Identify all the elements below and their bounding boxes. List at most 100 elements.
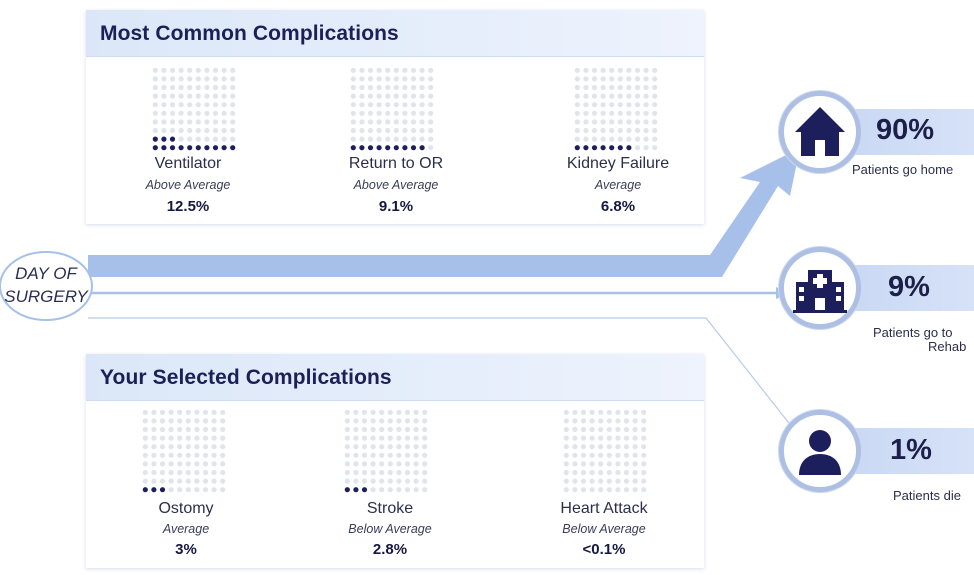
risk-dot-empty [168,444,174,450]
risk-dot-empty [221,119,227,125]
risk-dot-empty [177,469,183,476]
risk-dot-empty [370,444,376,450]
risk-dot-empty [185,487,191,493]
risk-dot-empty [583,67,589,73]
risk-dot-empty [370,487,376,493]
risk-dot-empty [177,444,183,450]
risk-dot-empty [387,452,393,458]
risk-dot-empty [600,136,606,142]
risk-dot-empty [185,426,191,433]
risk-dot-filled [419,145,425,151]
risk-dot-empty [609,67,615,73]
risk-dot-empty [202,487,209,493]
risk-dot-filled [230,145,236,151]
risk-dot-empty [572,461,578,467]
risk-dot-empty [142,452,148,458]
risk-dot-empty [413,469,419,476]
outcome-rehab-box: 9% [848,265,974,311]
risk-dot-empty [632,444,638,450]
risk-dot-empty [159,444,166,450]
outcome-line1: Patients die [893,488,961,503]
risk-dot-empty [344,426,350,433]
risk-dot-empty [211,435,217,441]
risk-dot-empty [413,461,419,467]
risk-dot-empty [185,478,191,484]
risk-dot-empty [221,84,227,91]
risk-dot-empty [142,418,148,424]
risk-dot-empty [615,418,621,424]
risk-dot-empty [353,469,359,476]
risk-dot-empty [195,76,201,82]
person-icon [799,430,841,475]
risk-dot-empty [598,435,604,441]
risk-dot-empty [220,418,226,424]
risk-dot-empty [385,102,391,108]
risk-dot-empty [393,76,399,82]
risk-dot-empty [617,84,623,91]
risk-dot-filled [609,145,615,151]
risk-dot-empty [202,469,209,476]
risk-dot-empty [641,409,647,415]
selected-complications-card: Your Selected Complications Ostomy Avera… [86,354,704,568]
risk-dot-empty [626,102,632,108]
risk-dot-empty [344,435,350,441]
risk-dot-empty [589,452,595,458]
risk-dot-empty [204,127,210,134]
risk-dot-filled [600,145,606,151]
risk-dot-empty [194,469,200,476]
risk-dot-empty [367,136,374,142]
risk-dot-filled [178,145,184,151]
risk-dot-empty [204,93,210,99]
risk-dot-empty [204,110,210,116]
risk-dot-empty [379,426,385,433]
risk-dot-empty [353,426,359,433]
risk-dot-empty [202,435,209,441]
risk-dot-empty [187,136,193,142]
risk-dot-empty [643,67,649,73]
risk-dot-filled [204,145,210,151]
risk-dot-filled [402,145,408,151]
risk-dot-empty [410,84,417,91]
risk-dot-empty [359,93,365,99]
risk-dot-empty [402,84,408,91]
risk-dot-empty [572,444,578,450]
risk-dot-empty [393,127,399,134]
risk-dot-empty [220,435,226,441]
outcome-percent: 9% [888,271,930,303]
risk-dot-empty [379,487,385,493]
risk-dot-empty [212,67,219,73]
risk-dot-empty [142,469,148,476]
risk-dot-empty [419,93,425,99]
risk-dot-empty [361,409,368,415]
risk-dot-empty [194,487,200,493]
risk-dot-empty [393,136,399,142]
risk-dot-empty [379,478,385,484]
risk-dot-empty [413,418,419,424]
risk-dot-empty [598,452,604,458]
risk-dot-empty [151,444,157,450]
risk-dot-empty [623,461,630,467]
risk-dot-empty [359,84,365,91]
risk-dot-empty [151,435,157,441]
risk-dot-empty [393,110,399,116]
risk-dot-empty [402,127,408,134]
risk-dot-empty [563,435,569,441]
complication-name: Return to OR [348,155,444,172]
risk-dot-empty [626,76,632,82]
risk-dot-empty [202,409,209,415]
outcome-line1: Patients go to [873,325,953,340]
risk-dot-empty [151,409,157,415]
risk-dot-empty [195,84,201,91]
risk-dot-empty [563,478,569,484]
risk-dot-empty [600,67,606,73]
risk-dot-empty [194,409,200,415]
risk-dot-empty [142,426,148,433]
risk-dot-empty [361,426,368,433]
risk-dot-empty [211,478,217,484]
risk-dot-empty [606,435,612,441]
risk-dot-filled [152,136,158,142]
risk-dot-empty [387,435,393,441]
risk-dot-empty [615,452,621,458]
risk-dot-empty [359,102,365,108]
risk-dot-empty [641,435,647,441]
